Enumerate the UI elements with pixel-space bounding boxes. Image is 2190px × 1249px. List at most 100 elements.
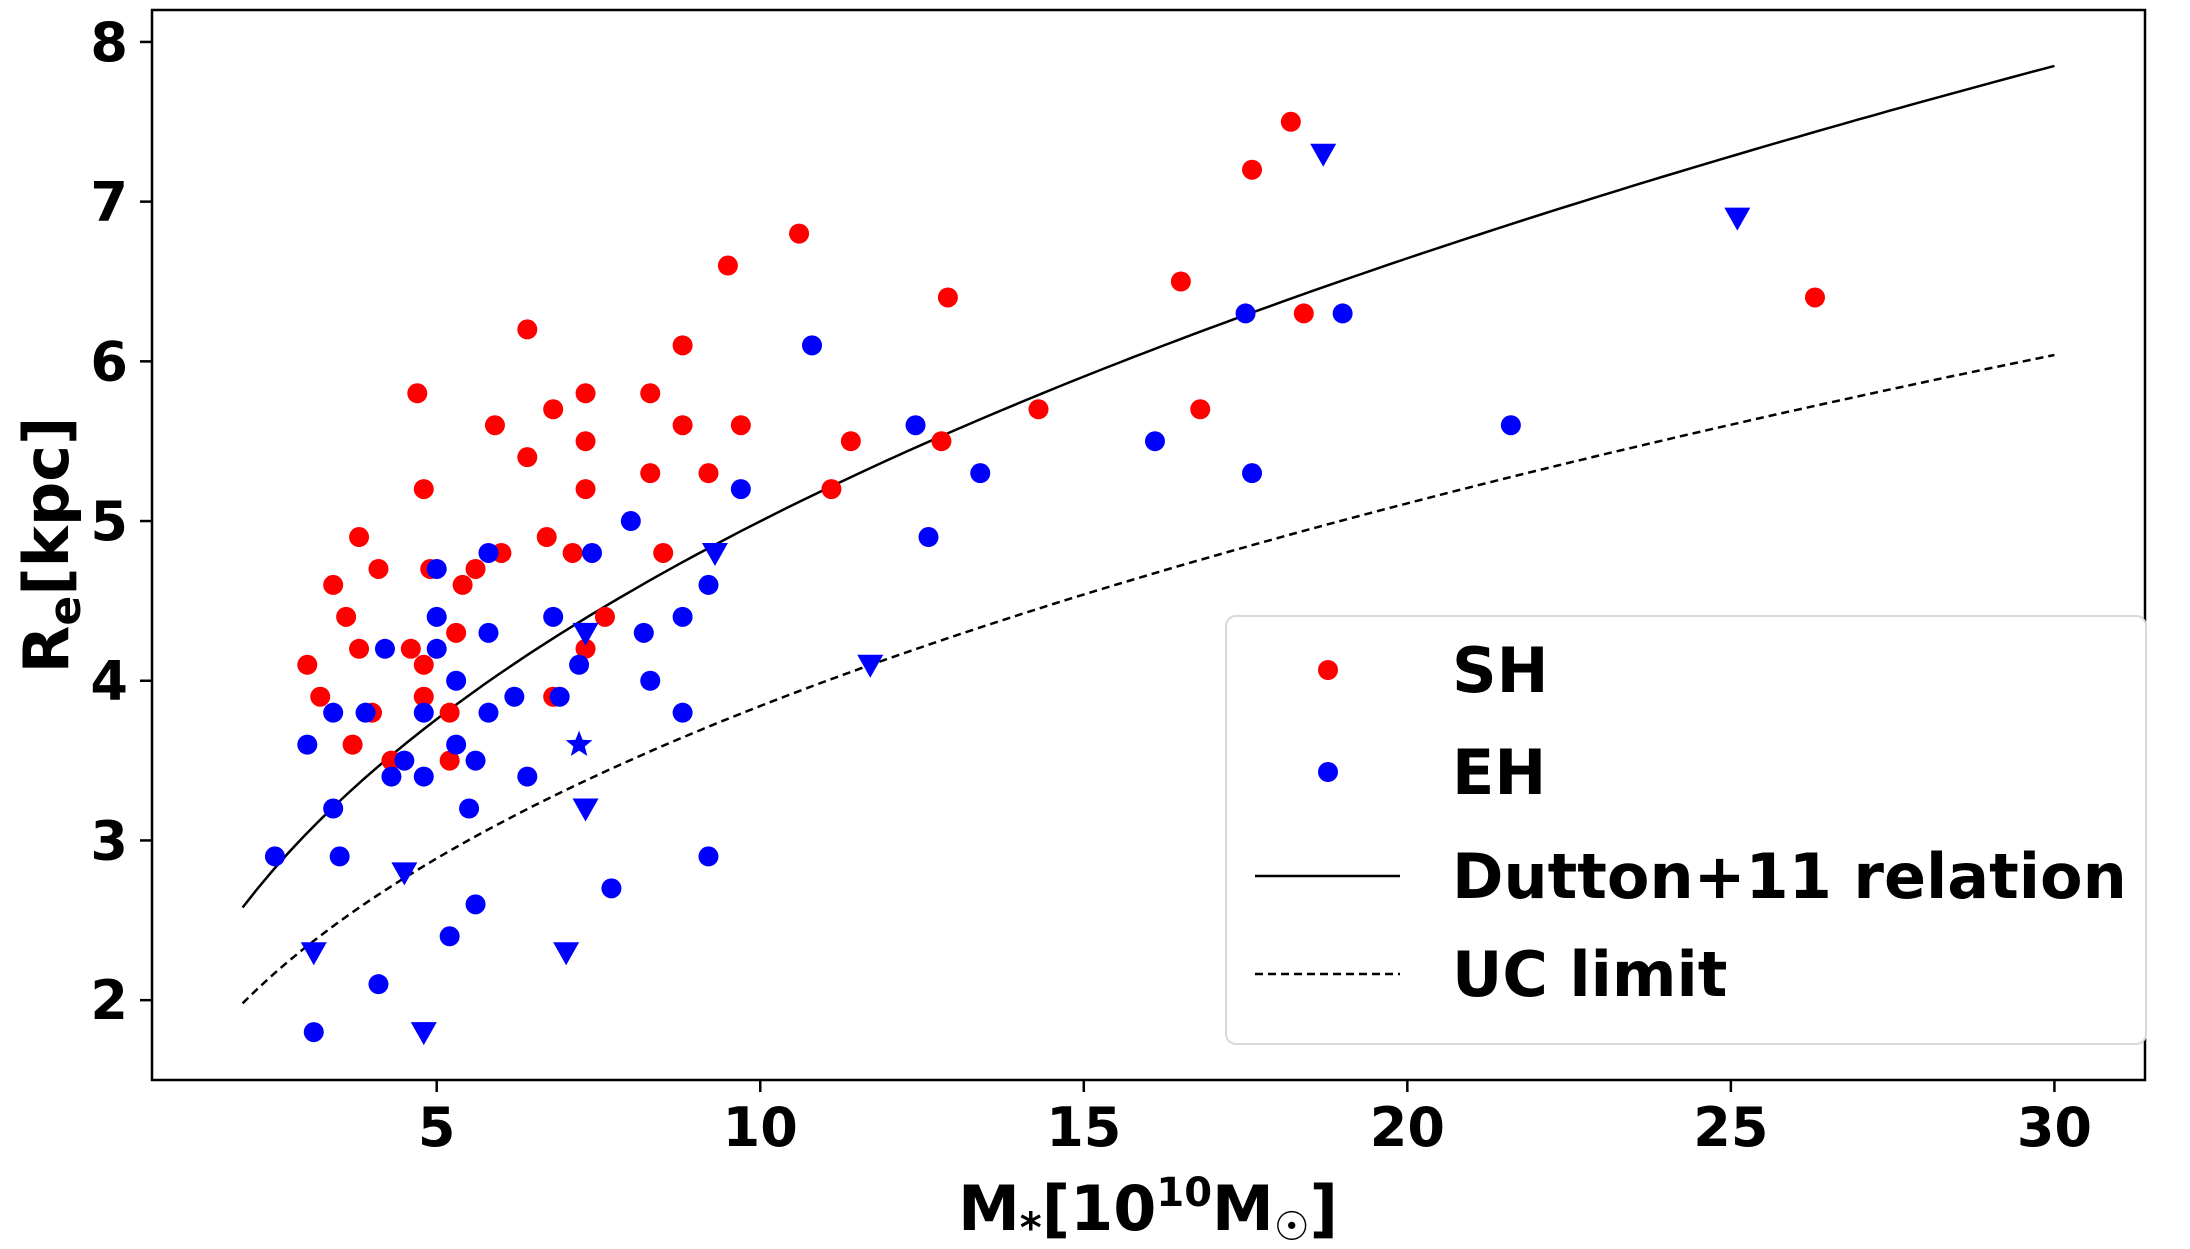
eh-point xyxy=(446,734,467,755)
legend-label: UC limit xyxy=(1452,938,1727,1011)
eh-point xyxy=(730,479,751,500)
eh-point xyxy=(970,463,991,484)
y-tick-label: 8 xyxy=(90,11,128,74)
legend-box xyxy=(1225,615,2147,1045)
sh-point xyxy=(653,542,674,563)
legend-label: EH xyxy=(1452,736,1546,809)
sh-point xyxy=(446,622,467,643)
sh-point xyxy=(439,702,460,723)
eh-point xyxy=(478,542,499,563)
sh-point xyxy=(1028,399,1049,420)
eh-point xyxy=(905,415,926,436)
eh-point xyxy=(381,766,402,787)
sh-point xyxy=(407,383,428,404)
x-tick-label: 25 xyxy=(1693,1096,1768,1159)
eh-point xyxy=(601,878,622,899)
eh-upper-limit-point xyxy=(572,798,599,822)
eh-point xyxy=(918,527,939,548)
legend: SH EH Dutton+11 relation UC limit xyxy=(1225,615,2147,1045)
eh-point xyxy=(569,654,590,675)
eh-point xyxy=(465,750,486,771)
eh-point xyxy=(802,335,823,356)
sh-point xyxy=(336,606,357,627)
x-tick-label: 5 xyxy=(418,1096,456,1159)
eh-point xyxy=(504,686,525,707)
sh-point xyxy=(543,399,564,420)
sh-point xyxy=(717,255,738,276)
sh-point xyxy=(640,463,661,484)
eh-point xyxy=(264,846,285,867)
eh-point xyxy=(698,846,719,867)
sh-point xyxy=(400,638,421,659)
sh-point xyxy=(323,574,344,595)
eh-point xyxy=(1332,303,1353,324)
x-tick-label: 20 xyxy=(1370,1096,1445,1159)
sh-point xyxy=(575,638,596,659)
eh-point xyxy=(323,702,344,723)
eh-point xyxy=(426,558,447,579)
sh-point xyxy=(640,383,661,404)
sh-point xyxy=(1280,111,1301,132)
eh-point xyxy=(698,574,719,595)
eh-point xyxy=(1144,431,1165,452)
y-tick-label: 6 xyxy=(90,330,128,393)
sh-point xyxy=(1170,271,1191,292)
eh-point xyxy=(465,894,486,915)
eh-point xyxy=(323,798,344,819)
eh-point xyxy=(1235,303,1256,324)
y-axis: 2 3 4 5 6 7 8 xyxy=(90,11,152,1032)
eh-point xyxy=(368,974,389,995)
eh-upper-limit-point xyxy=(300,942,327,966)
eh-point xyxy=(329,846,350,867)
eh-upper-limit-point xyxy=(1310,143,1337,167)
eh-point xyxy=(543,606,564,627)
legend-label: Dutton+11 relation xyxy=(1452,840,2127,913)
sh-point xyxy=(342,734,363,755)
sh-point xyxy=(575,383,596,404)
x-tick-label: 10 xyxy=(723,1096,798,1159)
eh-upper-limit-point xyxy=(391,862,418,886)
legend-label: SH xyxy=(1452,634,1549,707)
legend-marker-eh xyxy=(1318,762,1338,782)
sh-point xyxy=(562,542,583,563)
sh-point xyxy=(484,415,505,436)
eh-upper-limit-point xyxy=(857,654,884,678)
eh-point xyxy=(1242,463,1263,484)
sh-point xyxy=(575,479,596,500)
sh-point xyxy=(517,319,538,340)
sh-point xyxy=(517,447,538,468)
sh-point xyxy=(413,479,434,500)
eh-upper-limit-point xyxy=(1724,207,1751,231)
eh-upper-limit-point xyxy=(553,942,580,966)
eh-point xyxy=(672,606,693,627)
points-layer xyxy=(264,111,1825,1046)
eh-point xyxy=(459,798,480,819)
sh-point xyxy=(937,287,958,308)
y-axis-title: Re[kpc] xyxy=(10,417,91,674)
sh-point xyxy=(310,686,331,707)
x-tick-label: 30 xyxy=(2017,1096,2092,1159)
y-tick-label: 2 xyxy=(90,969,128,1032)
sh-point xyxy=(1242,159,1263,180)
eh-point xyxy=(446,670,467,691)
sh-point xyxy=(413,654,434,675)
eh-point xyxy=(355,702,376,723)
eh-point xyxy=(374,638,395,659)
y-tick-label: 3 xyxy=(90,809,128,872)
y-tick-label: 7 xyxy=(90,171,128,234)
sh-point xyxy=(789,223,810,244)
sh-point xyxy=(821,479,842,500)
sh-point xyxy=(698,463,719,484)
eh-point xyxy=(413,702,434,723)
y-tick-label: 5 xyxy=(90,490,128,553)
eh-point xyxy=(1500,415,1521,436)
eh-upper-limit-point xyxy=(701,542,728,566)
eh-point xyxy=(426,638,447,659)
dutton-relation-curve xyxy=(241,64,2055,909)
eh-point xyxy=(478,622,499,643)
sh-point xyxy=(349,527,370,548)
x-axis: 5 10 15 20 25 30 xyxy=(418,1080,2092,1159)
eh-point xyxy=(297,734,318,755)
eh-point xyxy=(620,511,641,532)
